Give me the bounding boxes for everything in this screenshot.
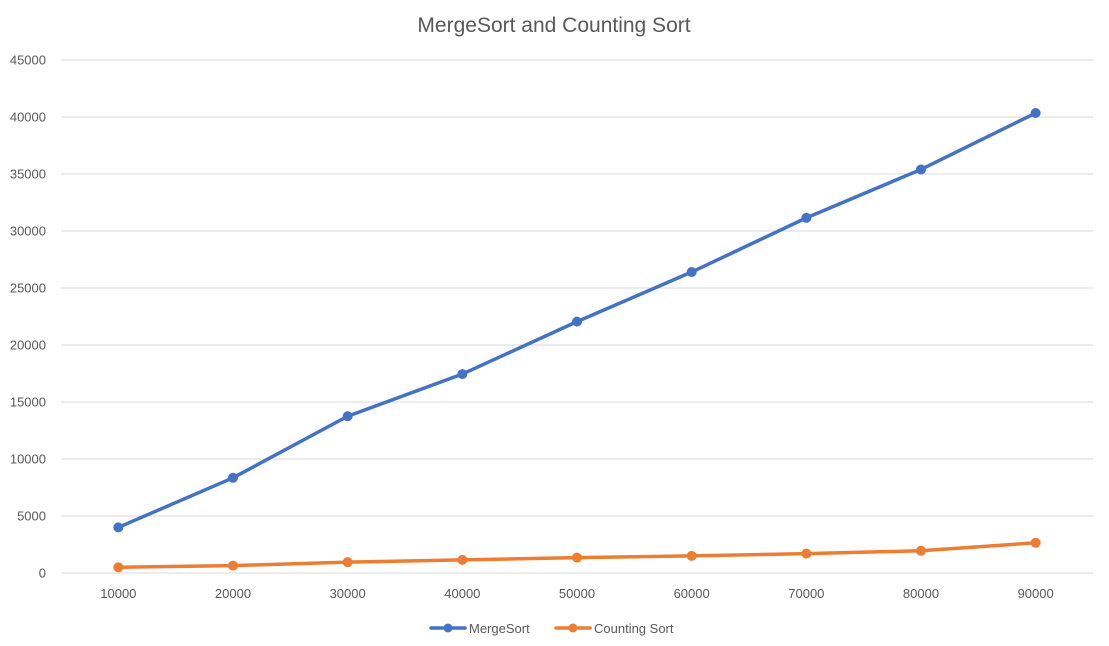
y-tick-label: 40000	[10, 110, 46, 125]
legend-item: MergeSort	[429, 621, 530, 636]
data-point	[1030, 108, 1041, 119]
y-tick-label: 30000	[10, 224, 46, 239]
y-axis-ticks: 0 5000 10000 15000 20000 25000 30000 35000 40000…	[10, 53, 46, 581]
data-point	[801, 548, 812, 559]
y-tick-label: 5000	[17, 509, 46, 524]
data-point	[1030, 537, 1041, 548]
y-tick-label: 15000	[10, 395, 46, 410]
data-point	[916, 545, 926, 556]
data-point	[686, 267, 697, 278]
chart-title: MergeSort and Counting Sort	[417, 14, 690, 37]
data-point	[342, 411, 353, 422]
data-point	[457, 369, 468, 380]
data-point	[572, 316, 582, 327]
x-tick-label: 20000	[215, 586, 251, 601]
x-tick-label: 80000	[903, 586, 939, 601]
legend: MergeSort Counting Sort	[429, 621, 674, 636]
data-point	[113, 562, 124, 573]
data-point	[228, 560, 238, 571]
x-tick-label: 60000	[674, 586, 710, 601]
y-tick-label: 35000	[10, 167, 46, 182]
data-point	[113, 522, 124, 533]
data-point	[916, 164, 926, 175]
x-tick-label: 30000	[330, 586, 366, 601]
legend-label: Counting Sort	[594, 621, 674, 636]
y-tick-label: 10000	[10, 452, 46, 467]
data-point	[457, 554, 468, 565]
data-point	[572, 552, 582, 563]
gridlines	[61, 59, 1093, 574]
y-tick-label: 25000	[10, 281, 46, 296]
legend-marker	[443, 623, 453, 633]
legend-label: MergeSort	[469, 621, 530, 636]
x-tick-label: 90000	[1018, 586, 1054, 601]
data-point	[342, 557, 353, 568]
x-tick-label: 70000	[788, 586, 824, 601]
data-point	[686, 550, 697, 561]
data-point	[228, 472, 238, 483]
y-tick-label: 0	[39, 566, 46, 581]
legend-item: Counting Sort	[554, 621, 674, 636]
legend-marker	[568, 623, 578, 633]
x-axis-ticks: 10000 20000 30000 40000 50000 60000 70000 80000…	[100, 586, 1053, 601]
series	[113, 108, 1041, 573]
data-point	[801, 212, 812, 223]
y-tick-label: 20000	[10, 338, 46, 353]
x-tick-label: 10000	[100, 586, 136, 601]
x-tick-label: 50000	[559, 586, 595, 601]
series-counting-sort	[113, 537, 1041, 573]
y-tick-label: 45000	[10, 53, 46, 68]
series-mergesort	[113, 108, 1041, 533]
x-tick-label: 40000	[444, 586, 480, 601]
